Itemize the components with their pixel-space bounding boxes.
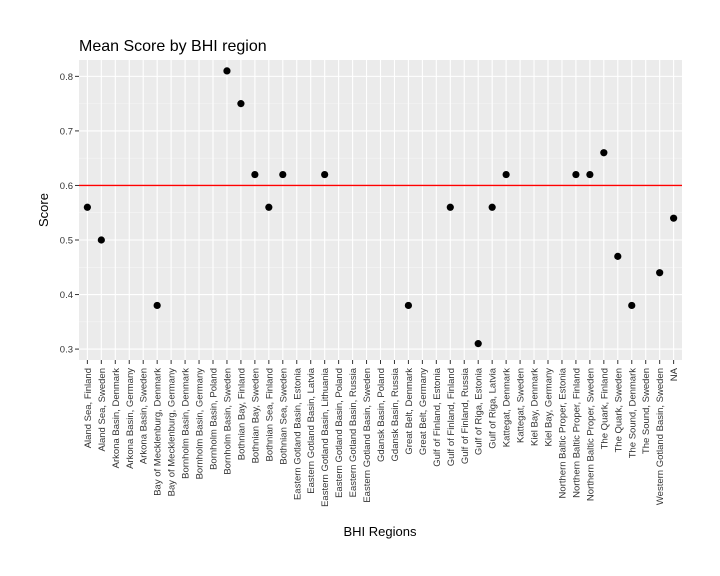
data-point xyxy=(656,269,664,277)
x-tick-label: Bornholm Basin, Denmark xyxy=(181,368,192,479)
x-tick-label: NA xyxy=(669,367,680,381)
x-tick-label: Kiel Bay, Germany xyxy=(544,368,555,447)
data-point xyxy=(614,252,622,260)
y-tick-label: 0.8 xyxy=(60,72,73,83)
x-tick-label: Western Gotland Basin, Sweden xyxy=(655,368,666,505)
data-point xyxy=(251,170,259,179)
data-point xyxy=(488,203,496,211)
data-point xyxy=(670,214,678,222)
x-tick-label: Kattegat, Sweden xyxy=(516,368,527,443)
data-point xyxy=(237,100,245,108)
data-points xyxy=(83,67,678,348)
x-tick-label: Bornholm Basin, Sweden xyxy=(222,368,233,475)
data-point xyxy=(153,301,161,310)
x-tick-label: The Sound, Sweden xyxy=(641,368,652,454)
x-tick-label: Gulf of Finland, Russia xyxy=(460,367,471,464)
x-tick-label: Eastern Gotland Basin, Poland xyxy=(334,368,345,498)
y-axis: 0.3 0.4 0.5 0.6 0.7 0.8 xyxy=(60,72,79,356)
x-tick-label: Gulf of Riga, Estonia xyxy=(474,367,485,455)
x-tick-label: Eastern Gotland Basin, Latvia xyxy=(306,367,317,493)
y-tick-label: 0.4 xyxy=(60,290,73,301)
x-tick-label: Northern Baltic Proper, Finland xyxy=(571,368,582,498)
x-tick-label: Gulf of Riga, Latvia xyxy=(488,367,499,449)
x-tick-label: Gdansk Basin, Poland xyxy=(376,368,387,462)
chart-title: Mean Score by BHI region xyxy=(79,38,267,55)
y-tick-label: 0.3 xyxy=(60,345,73,356)
data-point xyxy=(279,170,287,179)
x-axis: Aland Sea, Finland Aland Sea, Sweden Arkon… xyxy=(83,360,680,507)
x-tick-label: Bay of Mecklenburg, Denmark xyxy=(153,368,164,496)
data-point xyxy=(265,203,273,211)
x-tick-label: Eastern Gotland Basin, Estonia xyxy=(292,367,303,500)
y-tick-label: 0.5 xyxy=(60,236,73,247)
x-tick-label: Eastern Gotland Basin, Sweden xyxy=(362,368,373,503)
x-tick-label: Northern Baltic Proper, Sweden xyxy=(585,368,596,501)
x-tick-label: Kiel Bay, Denmark xyxy=(530,368,541,446)
y-tick-label: 0.6 xyxy=(60,181,73,192)
x-tick-label: Gdansk Basin, Russia xyxy=(390,367,401,461)
data-point xyxy=(404,301,413,310)
x-tick-label: Bothnian Sea, Finland xyxy=(264,368,275,461)
data-point xyxy=(628,301,636,310)
x-tick-label: Gulf of Finland, Estonia xyxy=(432,367,443,466)
x-tick-label: Northern Baltic Proper, Estonia xyxy=(557,367,568,498)
x-axis-title: BHI Regions xyxy=(344,524,417,539)
data-point xyxy=(223,67,231,75)
data-point xyxy=(97,236,105,244)
x-tick-label: Bothnian Bay, Finland xyxy=(236,368,247,460)
x-tick-label: Arkona Basin, Sweden xyxy=(139,368,150,464)
x-tick-label: Bornholm Basin, Germany xyxy=(195,368,206,480)
data-point xyxy=(321,170,329,179)
x-tick-label: Arkona Basin, Germany xyxy=(125,368,136,469)
data-point xyxy=(474,340,482,348)
y-tick-label: 0.7 xyxy=(60,126,73,137)
x-tick-label: Aland Sea, Sweden xyxy=(97,368,108,451)
data-point xyxy=(446,203,454,211)
data-point xyxy=(572,170,580,179)
data-point xyxy=(83,203,91,211)
y-axis-title: Score xyxy=(36,193,51,227)
data-point xyxy=(600,149,608,157)
x-tick-label: The Sound, Denmark xyxy=(627,368,638,459)
x-tick-label: Aland Sea, Finland xyxy=(83,368,94,448)
x-tick-label: The Quark, Sweden xyxy=(613,368,624,453)
x-tick-label: Eastern Gotland Basin, Lithuania xyxy=(320,367,331,507)
x-tick-label: Great Belt, Germany xyxy=(418,368,429,455)
x-tick-label: Bothnian Bay, Sweden xyxy=(250,368,261,463)
x-tick-label: Great Belt, Denmark xyxy=(404,368,415,455)
x-tick-label: Arkona Basin, Denmark xyxy=(111,368,122,469)
x-tick-label: Bothnian Sea, Sweden xyxy=(278,368,289,465)
data-point xyxy=(586,170,594,179)
x-tick-label: Eastern Gotland Basin, Russia xyxy=(348,367,359,497)
x-tick-label: The Quark, Finland xyxy=(599,368,610,449)
data-point xyxy=(502,170,510,179)
x-tick-label: Kattegat, Denmark xyxy=(502,368,513,447)
x-tick-label: Bay of Mecklenburg, Germany xyxy=(167,368,178,497)
x-tick-label: Gulf of Finland, Finland xyxy=(446,368,457,466)
x-tick-label: Bornholm Basin, Poland xyxy=(209,368,220,470)
